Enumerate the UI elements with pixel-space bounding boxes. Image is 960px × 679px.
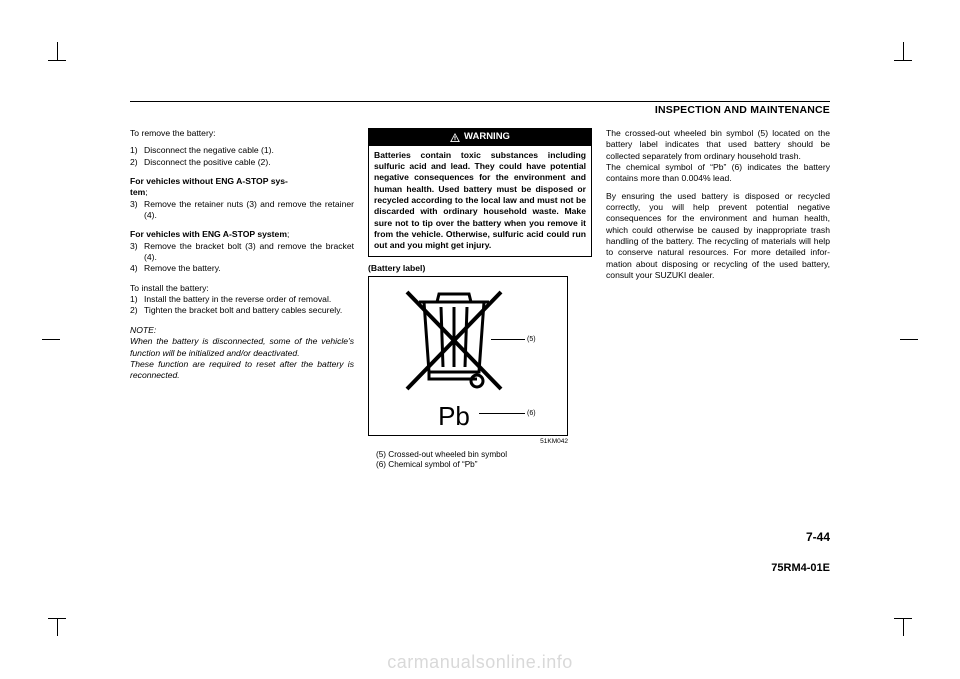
list-item: 2)Tighten the bracket bolt and battery c…	[130, 305, 354, 316]
para: To install the battery:	[130, 283, 354, 294]
battery-label-figure: Pb (5) (6)	[368, 276, 568, 436]
column-3: The crossed-out wheeled bin symbol (5) l…	[606, 128, 830, 471]
para: tem;	[130, 187, 354, 198]
crop-mark	[57, 42, 58, 60]
section-heading: INSPECTION AND MAINTENANCE	[130, 104, 830, 116]
crop-mark	[903, 42, 904, 60]
warning-header: WARNING	[369, 129, 591, 146]
page-number: 7-44	[806, 530, 830, 544]
figure-legend: (5) Crossed-out wheeled bin symbol	[368, 450, 592, 461]
header-rule	[130, 100, 830, 102]
para: The chemical symbol of “Pb” (6) indicate…	[606, 162, 830, 185]
callout-5: (5)	[527, 335, 536, 344]
column-2: WARNING Batteries contain toxic substanc…	[368, 128, 592, 471]
figure-code: 51KM042	[368, 438, 568, 447]
page-content: INSPECTION AND MAINTENANCE To remove the…	[130, 100, 830, 471]
list-item: 3)Remove the retainer nuts (3) and remov…	[130, 199, 354, 222]
crop-mark	[57, 618, 58, 636]
note-text: When the battery is disconnected, some o…	[130, 336, 354, 359]
watermark: carmanualsonline.info	[0, 652, 960, 673]
warning-box: WARNING Batteries contain toxic substanc…	[368, 128, 592, 257]
figure-legend: (6) Chemical symbol of “Pb”	[368, 460, 592, 471]
warning-triangle-icon	[450, 133, 460, 142]
column-1: To remove the battery: 1)Disconnect the …	[130, 128, 354, 471]
figure-title: (Battery label)	[368, 263, 592, 274]
para: For vehicles with ENG A-STOP system;	[130, 229, 354, 240]
callout-line	[491, 339, 525, 340]
note-text: These function are required to reset aft…	[130, 359, 354, 382]
para: For vehicles without ENG A-STOP sys-	[130, 176, 354, 187]
list-item: 1)Install the battery in the reverse ord…	[130, 294, 354, 305]
three-column-layout: To remove the battery: 1)Disconnect the …	[130, 128, 830, 471]
callout-6: (6)	[527, 409, 536, 418]
warning-body: Batteries contain toxic substances inclu…	[369, 146, 591, 256]
para: To remove the battery:	[130, 128, 354, 139]
pb-symbol-text: Pb	[369, 399, 539, 433]
list-item: 2)Disconnect the positive cable (2).	[130, 157, 354, 168]
crop-mark	[900, 339, 918, 340]
para: By ensuring the used battery is disposed…	[606, 191, 830, 282]
warning-label: WARNING	[464, 131, 510, 144]
para: The crossed-out wheeled bin symbol (5) l…	[606, 128, 830, 162]
crop-mark	[894, 60, 912, 61]
list-item: 3)Remove the bracket bolt (3) and remove…	[130, 241, 354, 264]
document-code: 75RM4-01E	[771, 562, 830, 574]
callout-line	[479, 413, 525, 414]
list-item: 1)Disconnect the negative cable (1).	[130, 145, 354, 156]
crop-mark	[903, 618, 904, 636]
note-heading: NOTE:	[130, 325, 354, 336]
crop-mark	[48, 60, 66, 61]
crop-mark	[42, 339, 60, 340]
list-item: 4)Remove the battery.	[130, 263, 354, 274]
